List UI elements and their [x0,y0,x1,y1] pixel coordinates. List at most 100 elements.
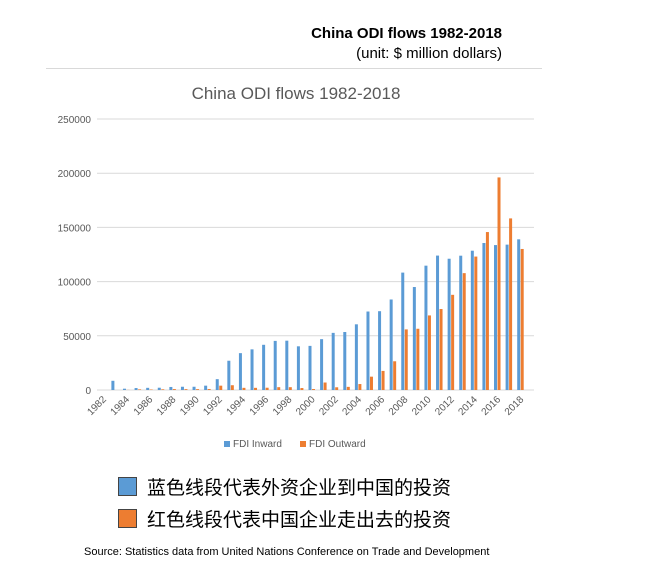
x-tick-label: 1982 [85,394,109,418]
bar-fdi-inward [227,360,231,390]
bar-fdi-inward [401,272,405,390]
source-note: Source: Statistics data from United Nati… [84,546,490,558]
bar-fdi-outward [416,328,420,390]
y-tick-label: 150000 [58,223,92,234]
legend-swatch [224,441,230,447]
bar-fdi-inward [412,287,416,390]
figure-title: China ODI flows 1982-2018 [311,25,502,42]
bar-fdi-inward [169,386,173,390]
bar-fdi-outward [381,370,385,390]
bar-fdi-outward [439,309,443,390]
bar-fdi-outward [242,387,246,390]
bar-fdi-inward [238,353,242,390]
x-tick-label: 1984 [109,394,133,418]
x-tick-label: 2006 [364,394,388,418]
note-blue: 蓝色线段代表外资企业到中国的投资 [118,473,451,500]
bar-fdi-inward [146,387,150,390]
x-tick-label: 2018 [503,394,527,418]
x-tick-label: 2004 [340,394,364,418]
bar-fdi-inward [204,385,208,390]
bar-fdi-inward [180,386,184,390]
bar-fdi-inward [320,339,324,390]
bar-fdi-inward [459,255,463,390]
bar-fdi-inward [250,349,254,390]
bar-fdi-inward [122,388,126,390]
note-orange-text: 红色线段代表中国企业走出去的投资 [147,509,452,531]
x-tick-label: 1996 [248,394,272,418]
bar-fdi-outward [485,232,489,390]
x-tick-label: 1990 [178,394,202,418]
bar-fdi-outward [300,388,304,390]
bar-fdi-outward [161,389,165,390]
bar-fdi-outward [369,376,373,390]
bar-fdi-inward [157,387,161,390]
bar-fdi-outward [230,385,234,390]
legend-label: FDI Outward [309,439,366,450]
note-orange: 红色线段代表中国企业走出去的投资 [118,505,451,532]
bar-fdi-inward [389,299,393,390]
bar-fdi-inward [215,379,219,390]
x-tick-label: 2008 [387,394,411,418]
bar-fdi-inward [378,311,382,390]
bar-fdi-inward [517,239,521,390]
bar-fdi-outward [288,387,292,390]
bar-fdi-outward [346,386,350,390]
bar-fdi-outward [207,389,211,390]
bar-fdi-outward [277,387,281,390]
bar-fdi-outward [196,389,200,390]
bar-fdi-outward [393,361,397,390]
bar-fdi-inward [262,344,266,390]
bar-fdi-inward [424,265,428,390]
orange-square-icon [118,509,137,528]
bar-fdi-inward [308,345,312,390]
bar-fdi-outward [219,385,223,390]
bar-fdi-inward [447,258,451,390]
chart-frame [46,68,542,461]
x-tick-label: 2000 [294,394,318,418]
bar-fdi-inward [494,245,498,390]
y-tick-label: 50000 [63,332,91,343]
bar-fdi-outward [254,387,258,390]
bar-fdi-outward [172,389,176,390]
bar-fdi-outward [184,389,188,390]
bar-fdi-outward [138,389,142,390]
bar-fdi-inward [134,388,138,390]
bar-fdi-inward [343,332,347,390]
bar-fdi-inward [436,255,440,390]
x-tick-label: 2016 [480,394,504,418]
bar-fdi-inward [285,340,289,390]
bar-fdi-outward [358,384,362,390]
x-tick-label: 1988 [155,394,179,418]
x-tick-label: 2010 [410,394,434,418]
x-tick-label: 1994 [225,394,249,418]
bar-fdi-outward [265,387,269,390]
bar-fdi-inward [192,386,196,390]
bar-fdi-outward [462,273,466,390]
y-tick-label: 100000 [58,278,92,289]
bar-fdi-inward [273,340,277,390]
bar-fdi-outward [474,256,478,390]
x-tick-label: 1992 [201,394,225,418]
bar-fdi-outward [323,382,327,390]
bar-fdi-outward [335,387,339,390]
bar-fdi-outward [520,248,524,390]
bar-fdi-inward [505,244,509,390]
bar-fdi-outward [509,218,513,390]
legend-swatch [300,441,306,447]
bar-fdi-outward [312,389,315,390]
y-tick-label: 0 [85,386,91,397]
bar-fdi-outward [497,177,501,390]
bar-fdi-inward [354,324,358,390]
bar-fdi-outward [427,315,431,390]
x-tick-label: 1986 [132,394,156,418]
bar-fdi-inward [331,332,335,390]
bar-fdi-inward [296,346,300,390]
bar-fdi-inward [366,311,370,390]
bar-fdi-outward [404,329,408,390]
bar-fdi-inward [111,380,115,390]
y-tick-label: 200000 [58,169,92,180]
y-tick-label: 250000 [58,115,92,126]
x-tick-label: 2012 [433,394,457,418]
